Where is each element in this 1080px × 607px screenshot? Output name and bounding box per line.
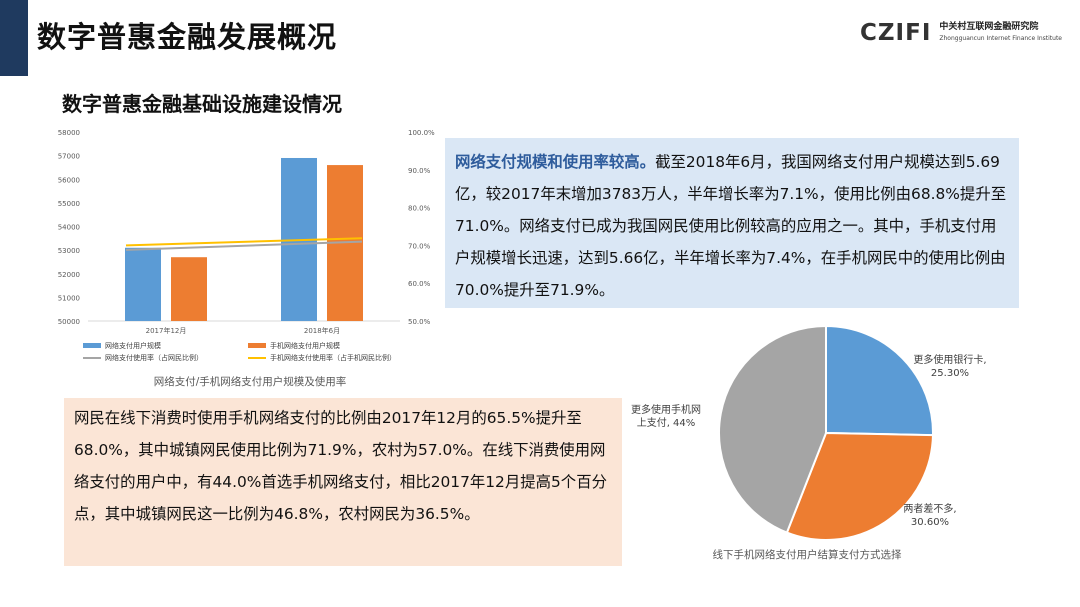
pie-caption: 线下手机网络支付用户结算支付方式选择	[713, 548, 902, 561]
logo: CZIFI 中关村互联网金融研究院 Zhongguancun Internet …	[860, 16, 1062, 50]
right-axis-tick: 100.0%	[408, 129, 435, 137]
right-axis-tick: 50.0%	[408, 318, 431, 326]
payment-scale-text: 截至2018年6月，我国网络支付用户规模达到5.69亿，较2017年末增加378…	[455, 153, 1007, 299]
logo-mark: CZIFI	[860, 20, 932, 46]
chart-caption: 网络支付/手机网络支付用户规模及使用率	[154, 375, 347, 388]
left-axis-tick: 54000	[58, 224, 80, 232]
combo-chart: 50000 51000 52000 53000 54000 55000 56000 57000…	[58, 129, 435, 388]
payment-scale-textbox: 网络支付规模和使用率较高。截至2018年6月，我国网络支付用户规模达到5.69亿…	[445, 138, 1019, 308]
title-accent-bar	[0, 0, 28, 76]
pie-label-line: 上支付, 44%	[637, 416, 696, 429]
x-axis-tick: 2017年12月	[146, 326, 187, 335]
legend-swatch	[83, 343, 101, 348]
pie-slice-0	[825, 324, 934, 437]
left-axis-tick: 58000	[58, 129, 80, 137]
pie-label-line: 更多使用手机网	[631, 403, 701, 416]
left-axis-tick: 51000	[58, 294, 80, 302]
payment-scale-highlight: 网络支付规模和使用率较高。	[455, 153, 656, 171]
pie-label-0: 更多使用银行卡, 25.30%	[913, 353, 986, 379]
left-axis-tick: 53000	[58, 247, 80, 255]
legend-label: 手机网络支付用户规模	[270, 341, 340, 350]
right-axis-tick: 70.0%	[408, 242, 431, 250]
left-axis-tick: 57000	[58, 153, 80, 161]
line-series-0	[125, 240, 363, 251]
pie-label-2: 更多使用手机网上支付, 44%	[631, 403, 701, 429]
x-axis-tick: 2018年6月	[304, 326, 340, 335]
offline-payment-textbox: 网民在线下消费时使用手机网络支付的比例由2017年12月的65.5%提升至68.…	[64, 398, 622, 566]
pie-label-line: 两者差不多,	[903, 502, 956, 515]
logo-cn: 中关村互联网金融研究院	[939, 22, 1039, 32]
pie-label-line: 更多使用银行卡,	[913, 353, 986, 366]
right-axis-tick: 60.0%	[408, 280, 431, 288]
legend-label: 手机网络支付使用率（占手机网民比例）	[270, 353, 396, 362]
left-axis-tick: 56000	[58, 176, 80, 184]
left-axis-tick: 52000	[58, 271, 80, 279]
pie-label-line: 30.60%	[911, 517, 949, 528]
legend-swatch	[248, 343, 266, 348]
section-title: 数字普惠金融基础设施建设情况	[62, 92, 342, 116]
slide-title: 数字普惠金融发展概况	[37, 20, 338, 54]
pie-slice-1	[785, 431, 934, 541]
bar-0	[125, 247, 161, 321]
right-axis-tick: 90.0%	[408, 167, 431, 175]
pie-slice-2	[718, 324, 827, 534]
pie-chart: 更多使用银行卡, 25.30% 两者差不多, 30.60% 更多使用手机网上支付, 44…	[631, 324, 987, 561]
payment-scale-paragraph: 网络支付规模和使用率较高。截至2018年6月，我国网络支付用户规模达到5.69亿…	[445, 138, 1019, 306]
pie-label-line: 25.30%	[931, 368, 969, 379]
logo-text: 中关村互联网金融研究院 Zhongguancun Internet Financ…	[939, 22, 1062, 44]
left-axis-tick: 50000	[58, 318, 80, 326]
right-axis-tick: 80.0%	[408, 205, 431, 213]
logo-en: Zhongguancun Internet Finance Institute	[939, 35, 1062, 42]
bar-1	[171, 257, 207, 321]
legend-label: 网络支付使用率（占网民比例）	[105, 353, 203, 362]
pie-label-1: 两者差不多, 30.60%	[903, 502, 956, 528]
legend-label: 网络支付用户规模	[105, 341, 161, 350]
line-series-1	[125, 237, 363, 247]
offline-payment-text: 网民在线下消费时使用手机网络支付的比例由2017年12月的65.5%提升至68.…	[74, 409, 607, 523]
left-axis-tick: 55000	[58, 200, 80, 208]
